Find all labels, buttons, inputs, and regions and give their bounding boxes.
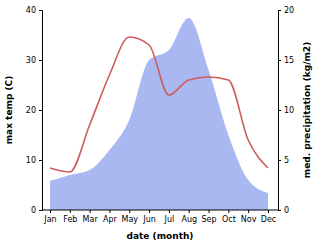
tick-label: Mar	[83, 215, 99, 224]
tick: Sep	[202, 210, 217, 224]
tick: 0	[31, 206, 42, 215]
tick-label: 15	[284, 56, 294, 65]
tick-mark	[278, 10, 281, 11]
tick: Aug	[181, 210, 197, 224]
tick-mark	[189, 210, 190, 213]
tick-mark	[169, 210, 170, 213]
tick: 30	[26, 56, 42, 65]
tick-label: 5	[284, 156, 289, 165]
tick: Jun	[142, 210, 156, 224]
tick-label: 20	[26, 106, 36, 115]
y-axis: 0 10 20 30 40	[26, 6, 43, 215]
tick: Feb	[63, 210, 77, 224]
tick-label: 10	[284, 106, 294, 115]
plot-area	[50, 18, 268, 210]
tick-mark	[248, 210, 249, 213]
tick-mark	[278, 60, 281, 61]
tick: 0	[278, 206, 289, 215]
tick-mark	[50, 210, 51, 213]
tick-label: Nov	[241, 215, 257, 224]
tick-label: 40	[26, 6, 36, 15]
tick-label: 30	[26, 56, 36, 65]
tick-label: Oct	[222, 215, 236, 224]
tick: Nov	[241, 210, 257, 224]
chart: Jan Feb Mar AprMay Jun Jul Aug Sep Oct Nov Dec 0 10 2…	[0, 0, 318, 247]
tick: Jan	[43, 210, 56, 224]
y2-axis: 0 5 10 15 20	[278, 6, 294, 215]
tick: Mar	[83, 210, 99, 224]
tick: 15	[278, 56, 294, 65]
temperature-line	[50, 37, 268, 172]
tick-label: Jun	[142, 215, 156, 224]
tick-label: 10	[26, 156, 36, 165]
tick-mark	[268, 210, 269, 213]
tick-mark	[39, 160, 42, 161]
tick-mark	[209, 210, 210, 213]
tick-mark	[39, 10, 42, 11]
tick-label: Apr	[103, 215, 118, 224]
tick: Apr	[103, 210, 118, 224]
tick-mark	[39, 210, 42, 211]
tick: 10	[278, 106, 294, 115]
tick-mark	[278, 160, 281, 161]
tick: 40	[26, 6, 42, 15]
tick-mark	[70, 210, 71, 213]
tick-label: 0	[31, 206, 36, 215]
x-axis: Jan Feb Mar AprMay Jun Jul Aug Sep Oct Nov Dec	[42, 210, 278, 224]
x-axis-title: date (month)	[127, 231, 194, 241]
tick-mark	[278, 210, 281, 211]
y2-axis-title: med. precipitation (kg/m2)	[302, 42, 312, 178]
tick-mark	[228, 210, 229, 213]
tick-mark	[149, 210, 150, 213]
tick: Oct	[222, 210, 236, 224]
tick: 10	[26, 156, 42, 165]
tick-mark	[90, 210, 91, 213]
tick-mark	[109, 210, 110, 213]
tick-label: Dec	[261, 215, 276, 224]
tick: May	[121, 210, 138, 224]
tick: 5	[278, 156, 289, 165]
tick-mark	[129, 210, 130, 213]
tick-label: 0	[284, 206, 289, 215]
tick-label: 20	[284, 6, 294, 15]
y-axis-line	[39, 11, 43, 211]
precipitation-area	[50, 18, 268, 210]
tick-mark	[39, 110, 42, 111]
tick: 20	[278, 6, 294, 15]
tick-label: Aug	[181, 215, 197, 224]
tick: Jul	[164, 210, 175, 224]
tick-mark	[39, 60, 42, 61]
tick: 20	[26, 106, 42, 115]
x-axis-line	[42, 210, 278, 211]
tick-label: Jul	[164, 215, 175, 224]
tick-mark	[278, 110, 281, 111]
y2-axis-line	[279, 11, 282, 211]
tick-label: Sep	[202, 215, 217, 224]
tick-label: May	[121, 215, 138, 224]
tick-label: Jan	[43, 215, 56, 224]
tick-label: Feb	[63, 215, 77, 224]
tick: Dec	[261, 210, 276, 224]
y-axis-title: max temp (C)	[4, 76, 14, 145]
